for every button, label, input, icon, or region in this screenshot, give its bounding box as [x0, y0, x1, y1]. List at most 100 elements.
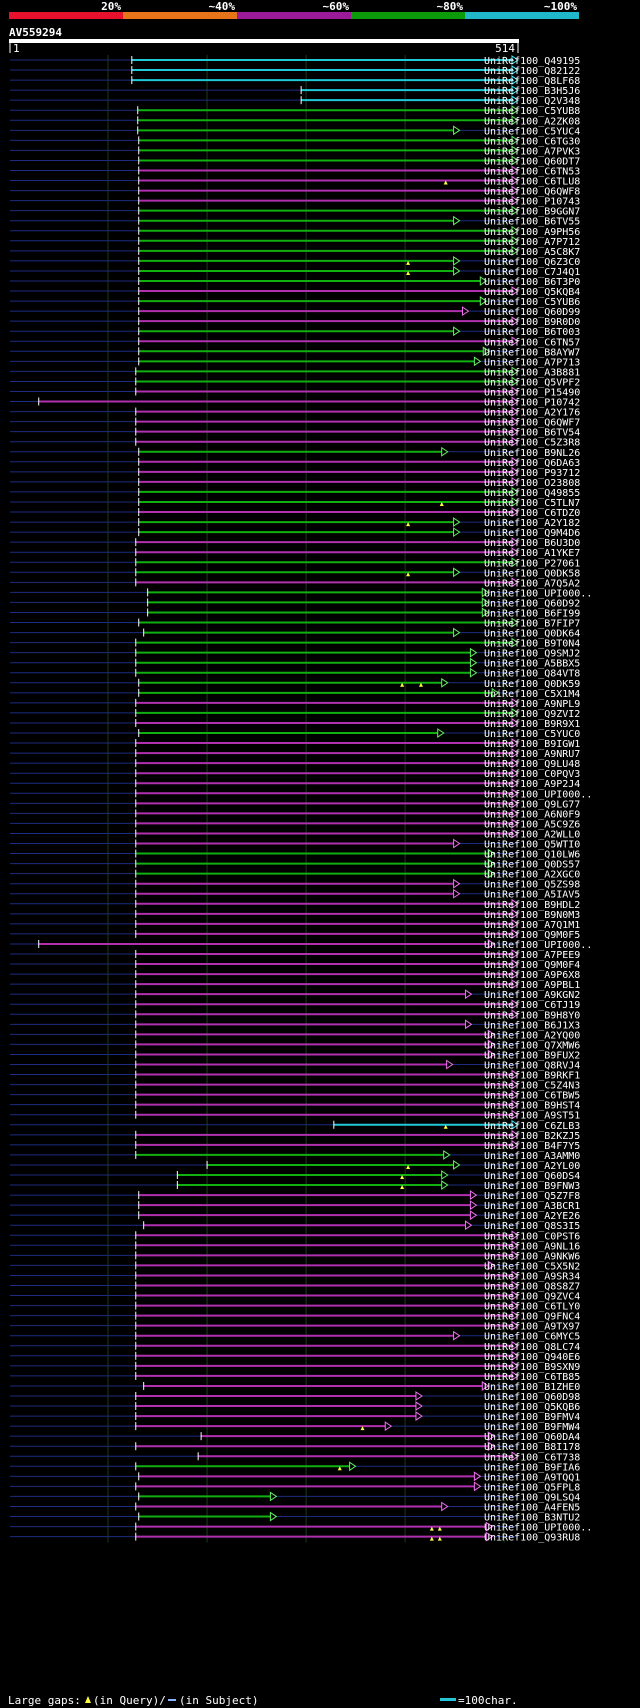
hit-label[interactable]: UniRef100_A3AMM0 — [484, 1151, 580, 1162]
hit-row[interactable]: UniRef100_Q60D99 — [10, 306, 580, 318]
hit-label[interactable]: UniRef100_A5C8K7 — [484, 247, 580, 258]
hit-label[interactable]: UniRef100_Q9ZVI2 — [484, 709, 580, 720]
hit-row[interactable]: UniRef100_C6MYC5 — [10, 1330, 580, 1343]
hit-row[interactable]: UniRef100_A9SR34 — [10, 1270, 580, 1282]
hit-label[interactable]: UniRef100_A2YE26 — [484, 1211, 580, 1222]
hit-row[interactable]: UniRef100_A7Q1M1 — [10, 918, 580, 931]
hit-row[interactable]: UniRef100_A9ST51 — [10, 1109, 580, 1122]
hit-label[interactable]: UniRef100_Q5Z7F8 — [484, 1191, 580, 1202]
hit-label[interactable]: UniRef100_A9KGN2 — [484, 990, 580, 1001]
hit-row[interactable]: UniRef100_A2WLL0 — [10, 828, 580, 840]
hit-row[interactable]: UniRef100_B6J1X3 — [10, 1019, 580, 1031]
hit-row[interactable]: UniRef100_Q6QWF7 — [10, 416, 580, 429]
hit-row[interactable]: UniRef100_A3BCR1 — [10, 1200, 580, 1212]
hit-row[interactable]: UniRef100_A7P712 — [10, 235, 580, 248]
hit-label[interactable]: UniRef100_P27061 — [484, 558, 580, 569]
hit-row[interactable]: UniRef100_Q9M4D6 — [10, 527, 580, 539]
hit-row[interactable]: UniRef100_C6T738 — [10, 1451, 580, 1463]
hit-label[interactable]: UniRef100_C5YUC4 — [484, 126, 580, 137]
hit-label[interactable]: UniRef100_Q5KQB4 — [484, 287, 580, 298]
hit-row[interactable]: UniRef100_A2Y176 — [10, 406, 580, 419]
hit-row[interactable]: UniRef100_A9P2J4 — [10, 778, 580, 790]
hit-row[interactable]: UniRef100_C6TDZ0 — [10, 507, 580, 519]
hit-label[interactable]: UniRef100_A9NRU7 — [484, 749, 580, 760]
hit-label[interactable]: UniRef100_Q0DK58 — [484, 568, 580, 579]
hit-row[interactable]: UniRef100_A9P6X8 — [10, 969, 580, 981]
hit-label[interactable]: UniRef100_A7PVK3 — [484, 146, 580, 157]
hit-row[interactable]: UniRef100_Q9LU48 — [10, 758, 580, 770]
hit-label[interactable]: UniRef100_Q9FNC4 — [484, 1312, 580, 1323]
hit-label[interactable]: UniRef100_A7Q1M1 — [484, 920, 580, 931]
hit-row[interactable]: UniRef100_Q8LC74 — [10, 1340, 580, 1353]
hit-label[interactable]: UniRef100_Q9LG77 — [484, 799, 580, 810]
hit-label[interactable]: UniRef100_C6TBW5 — [484, 1091, 580, 1102]
hit-label[interactable]: UniRef100_C5X1M4 — [484, 689, 580, 700]
hit-row[interactable]: UniRef100_B9GGN7 — [10, 205, 580, 218]
hit-label[interactable]: UniRef100_C6TDZ0 — [484, 508, 580, 519]
hit-label[interactable]: UniRef100_B9FNW3 — [484, 1181, 580, 1192]
hit-row[interactable]: UniRef100_C5YUB8 — [10, 105, 580, 117]
hit-label[interactable]: UniRef100_Q9M0F5 — [484, 930, 580, 941]
hit-label[interactable]: UniRef100_A9TQQ1 — [484, 1472, 580, 1483]
hit-row[interactable]: UniRef100_B1ZHE0 — [10, 1381, 580, 1393]
hit-label[interactable]: UniRef100_Q2V348 — [484, 96, 580, 107]
hit-row[interactable]: UniRef100_P15490 — [10, 386, 580, 398]
hit-row[interactable]: UniRef100_B9R9X1 — [10, 718, 580, 730]
hit-label[interactable]: UniRef100_A9P6X8 — [484, 970, 580, 981]
hit-label[interactable]: UniRef100_B2KZJ5 — [484, 1131, 580, 1142]
hit-row[interactable]: UniRef100_A5IAV5 — [10, 888, 580, 901]
hit-row[interactable]: UniRef100_A9KGN2 — [10, 989, 580, 1001]
hit-label[interactable]: UniRef100_A1YKE7 — [484, 548, 580, 559]
hit-row[interactable]: UniRef100_Q9LG77 — [10, 798, 580, 810]
hit-label[interactable]: UniRef100_Q5VPF2 — [484, 377, 580, 388]
hit-label[interactable]: UniRef100_Q6DA63 — [484, 458, 580, 469]
hit-row[interactable]: UniRef100_Q10LW6 — [10, 848, 580, 861]
hit-label[interactable]: UniRef100_Q5FPL8 — [484, 1482, 580, 1493]
hit-label[interactable]: UniRef100_B7FIP7 — [484, 619, 580, 630]
hit-row[interactable]: UniRef100_C5YUC4 — [10, 125, 580, 137]
hit-label[interactable]: UniRef100_Q6Z3C0 — [484, 257, 580, 268]
hit-label[interactable]: UniRef100_A3BCR1 — [484, 1201, 580, 1212]
hit-row[interactable]: UniRef100_Q5KQB6 — [10, 1401, 580, 1413]
hit-label[interactable]: UniRef100_Q60D99 — [484, 307, 580, 318]
hit-label[interactable]: UniRef100_B9FIA6 — [484, 1462, 580, 1473]
hit-label[interactable]: UniRef100_B9FMV4 — [484, 1412, 580, 1423]
hit-label[interactable]: UniRef100_Q0DK59 — [484, 679, 580, 690]
hit-label[interactable]: UniRef100_Q60D92 — [484, 598, 580, 609]
hit-row[interactable]: UniRef100_B3NTU2 — [10, 1511, 580, 1524]
hit-label[interactable]: UniRef100_Q9LU48 — [484, 759, 580, 770]
hit-row[interactable]: UniRef100_A5BBX5 — [10, 657, 580, 670]
hit-row[interactable]: UniRef100_A9TQQ1 — [10, 1471, 580, 1483]
hit-row[interactable]: UniRef100_C5X5N2 — [10, 1260, 580, 1272]
hit-label[interactable]: UniRef100_UPI000.. — [484, 1523, 592, 1534]
hit-row[interactable]: UniRef100_Q9M0F5 — [10, 928, 580, 941]
hit-label[interactable]: UniRef100_B6TV55 — [484, 217, 580, 228]
hit-row[interactable]: UniRef100_A1YKE7 — [10, 547, 580, 559]
hit-label[interactable]: UniRef100_Q0DS57 — [484, 860, 580, 871]
hit-label[interactable]: UniRef100_Q5WTI0 — [484, 840, 580, 851]
hit-label[interactable]: UniRef100_Q9SMJ2 — [484, 649, 580, 660]
hit-row[interactable]: UniRef100_C5YUB6 — [10, 296, 580, 308]
hit-row[interactable]: UniRef100_B9IGW1 — [10, 738, 580, 750]
hit-label[interactable]: UniRef100_A2XGC0 — [484, 870, 580, 881]
hit-row[interactable]: UniRef100_B9HST4 — [10, 1099, 580, 1112]
hit-row[interactable]: UniRef100_C0PST6 — [10, 1230, 580, 1242]
hit-label[interactable]: UniRef100_B9HST4 — [484, 1101, 580, 1112]
hit-row[interactable]: UniRef100_C6TB85 — [10, 1370, 580, 1383]
hit-label[interactable]: UniRef100_Q60DA4 — [484, 1432, 580, 1443]
hit-label[interactable]: UniRef100_C5TLN7 — [484, 498, 580, 509]
hit-row[interactable]: UniRef100_UPI000.. — [10, 1521, 592, 1534]
hit-label[interactable]: UniRef100_C6TLU8 — [484, 177, 580, 188]
hit-label[interactable]: UniRef100_Q9M0F4 — [484, 960, 580, 971]
hit-row[interactable]: UniRef100_C7J4Q1 — [10, 266, 580, 278]
hit-label[interactable]: UniRef100_P10743 — [484, 197, 580, 208]
hit-row[interactable]: UniRef100_Q82122 — [10, 65, 580, 77]
hit-label[interactable]: UniRef100_A9TX97 — [484, 1322, 580, 1333]
hit-label[interactable]: UniRef100_B9FUX2 — [484, 1050, 580, 1061]
hit-row[interactable]: UniRef100_Q8S3I5 — [10, 1220, 580, 1232]
hit-label[interactable]: UniRef100_A9NPL9 — [484, 699, 580, 710]
hit-label[interactable]: UniRef100_Q5ZS98 — [484, 880, 580, 891]
hit-row[interactable]: UniRef100_A3B881 — [10, 366, 580, 378]
hit-row[interactable]: UniRef100_B6TV55 — [10, 215, 580, 228]
hit-row[interactable]: UniRef100_Q0DK59 — [10, 677, 580, 690]
